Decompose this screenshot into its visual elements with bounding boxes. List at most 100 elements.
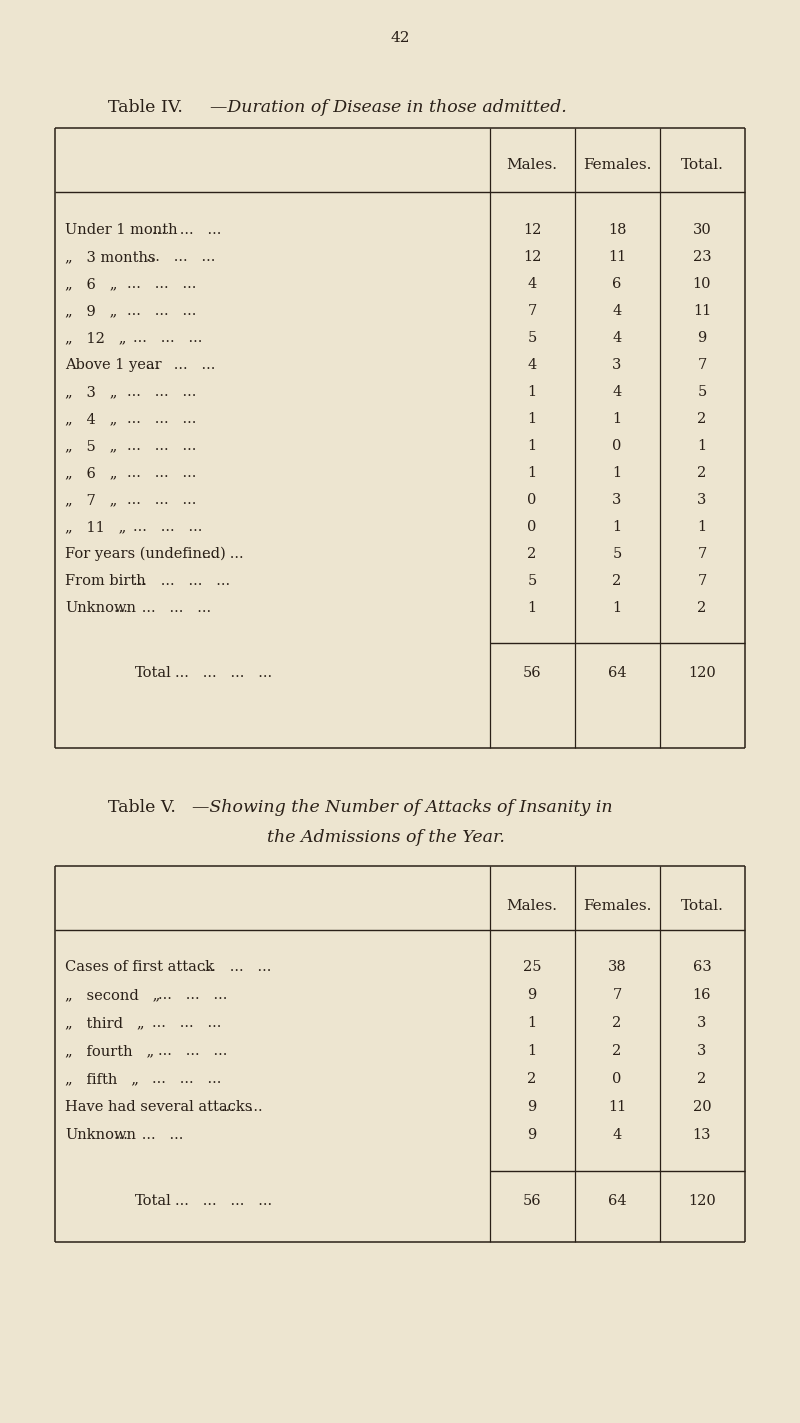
Text: 0: 0 [612,1072,622,1086]
Text: 4: 4 [612,386,622,398]
Text: 11: 11 [693,305,711,317]
Text: 30: 30 [693,223,711,238]
Text: 1: 1 [527,386,537,398]
Text: the Admissions of the Year.: the Admissions of the Year. [267,830,505,847]
Text: 2: 2 [698,413,706,425]
Text: „   9   „: „ 9 „ [65,305,118,317]
Text: Total.: Total. [681,899,723,914]
Text: 2: 2 [612,1044,622,1057]
Text: „   3 months: „ 3 months [65,250,156,265]
Text: 38: 38 [608,961,626,973]
Text: ...   ...   ...   ...: ... ... ... ... [133,573,230,588]
Text: 1: 1 [527,465,537,480]
Text: Unknown: Unknown [65,601,136,615]
Text: 9: 9 [527,1128,537,1143]
Text: 4: 4 [612,332,622,344]
Text: 16: 16 [693,988,711,1002]
Text: 12: 12 [523,223,541,238]
Text: 56: 56 [522,666,542,680]
Text: 1: 1 [527,413,537,425]
Text: ...   ...   ...: ... ... ... [126,305,196,317]
Text: 11: 11 [608,250,626,265]
Text: Have had several attacks: Have had several attacks [65,1100,252,1114]
Text: ...   ...   ...: ... ... ... [126,277,196,290]
Text: 2: 2 [527,1072,537,1086]
Text: 2: 2 [612,1016,622,1030]
Text: „   6   „: „ 6 „ [65,277,118,290]
Text: 56: 56 [522,1194,542,1208]
Text: —Duration of Disease in those admitted.: —Duration of Disease in those admitted. [210,100,566,117]
Text: 9: 9 [527,988,537,1002]
Text: 1: 1 [613,601,622,615]
Text: 23: 23 [693,250,711,265]
Text: 5: 5 [527,573,537,588]
Text: 6: 6 [612,277,622,290]
Text: 1: 1 [527,440,537,453]
Text: ...   ...   ...: ... ... ... [152,1016,222,1030]
Text: 5: 5 [612,546,622,561]
Text: ...   ...   ...: ... ... ... [126,386,196,398]
Text: 20: 20 [693,1100,711,1114]
Text: 7: 7 [527,305,537,317]
Text: 1: 1 [698,440,706,453]
Text: ...   ...   ...: ... ... ... [158,1044,227,1057]
Text: Total.: Total. [681,158,723,172]
Text: ...   ...: ... ... [221,1100,263,1114]
Text: 4: 4 [612,305,622,317]
Text: 64: 64 [608,666,626,680]
Text: 1: 1 [527,1016,537,1030]
Text: 63: 63 [693,961,711,973]
Text: ...   ...   ...: ... ... ... [126,492,196,507]
Text: Table IV.: Table IV. [108,100,183,117]
Text: „   12   „: „ 12 „ [65,332,126,344]
Text: From birth: From birth [65,573,146,588]
Text: ...   ...   ...: ... ... ... [126,465,196,480]
Text: Males.: Males. [506,158,558,172]
Text: Unknown: Unknown [65,1128,136,1143]
Text: 120: 120 [688,666,716,680]
Text: 9: 9 [527,1100,537,1114]
Text: ...   ...   ...: ... ... ... [152,1072,222,1086]
Text: 25: 25 [522,961,542,973]
Text: „   11   „: „ 11 „ [65,519,126,534]
Text: Under 1 month: Under 1 month [65,223,178,238]
Text: 2: 2 [698,465,706,480]
Text: „   7   „: „ 7 „ [65,492,118,507]
Text: Above 1 year: Above 1 year [65,359,162,371]
Text: 3: 3 [612,359,622,371]
Text: 5: 5 [527,332,537,344]
Text: ...   ...   ...: ... ... ... [114,1128,183,1143]
Text: 4: 4 [527,359,537,371]
Text: ...   ...   ...: ... ... ... [202,961,272,973]
Text: —Showing the Number of Attacks of Insanity in: —Showing the Number of Attacks of Insani… [192,800,613,817]
Text: 7: 7 [698,546,706,561]
Text: „   fourth   „: „ fourth „ [65,1044,154,1057]
Text: Table V.: Table V. [108,800,176,817]
Text: 3: 3 [698,1044,706,1057]
Text: 1: 1 [613,519,622,534]
Text: ...   ...   ...: ... ... ... [126,440,196,453]
Text: Total: Total [135,666,172,680]
Text: „   6   „: „ 6 „ [65,465,118,480]
Text: „   3   „: „ 3 „ [65,386,118,398]
Text: Females.: Females. [583,899,651,914]
Text: 4: 4 [527,277,537,290]
Text: 7: 7 [698,359,706,371]
Text: 0: 0 [527,492,537,507]
Text: ...   ...   ...: ... ... ... [133,332,202,344]
Text: 120: 120 [688,1194,716,1208]
Text: Total: Total [135,1194,172,1208]
Text: 3: 3 [612,492,622,507]
Text: Females.: Females. [583,158,651,172]
Text: 11: 11 [608,1100,626,1114]
Text: 2: 2 [612,573,622,588]
Text: 64: 64 [608,1194,626,1208]
Text: ...   ...   ...   ...: ... ... ... ... [175,666,272,680]
Text: 2: 2 [527,546,537,561]
Text: 4: 4 [612,1128,622,1143]
Text: 3: 3 [698,1016,706,1030]
Text: Cases of first attack: Cases of first attack [65,961,214,973]
Text: 0: 0 [612,440,622,453]
Text: ...   ...   ...   ...: ... ... ... ... [114,601,211,615]
Text: 7: 7 [612,988,622,1002]
